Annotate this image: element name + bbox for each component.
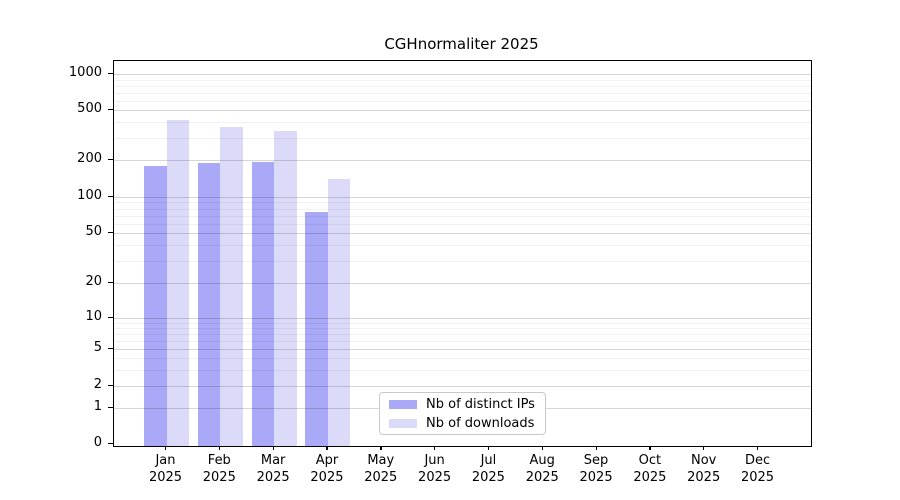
y-tick-label-0: 0 bbox=[93, 435, 102, 450]
plot-area bbox=[113, 60, 812, 447]
legend-label-distinct-ips: Nb of distinct IPs bbox=[426, 396, 535, 412]
y-tick-label-200: 200 bbox=[77, 151, 102, 166]
x-tick-label-may-2025: May 2025 bbox=[364, 453, 398, 485]
legend-item-downloads: Nb of downloads bbox=[389, 416, 536, 431]
x-tick-label-mar-2025: Mar 2025 bbox=[256, 453, 290, 485]
legend-label-downloads: Nb of downloads bbox=[426, 415, 535, 431]
legend: Nb of distinct IPs Nb of downloads bbox=[379, 392, 546, 435]
bar-nb-of-distinct-ips-feb-2025 bbox=[197, 163, 221, 446]
y-tick-label-500: 500 bbox=[77, 101, 102, 117]
y-tick-label-20: 20 bbox=[85, 274, 102, 289]
legend-item-distinct-ips: Nb of distinct IPs bbox=[389, 397, 536, 412]
bar-nb-of-distinct-ips-jan-2025 bbox=[144, 166, 167, 446]
bar-nb-of-downloads-jan-2025 bbox=[166, 119, 189, 446]
chart-title: CGHnormaliter 2025 bbox=[384, 35, 539, 53]
x-tick-label-dec-2025: Dec 2025 bbox=[740, 453, 775, 485]
bars-layer bbox=[114, 61, 811, 446]
bar-nb-of-downloads-feb-2025 bbox=[220, 126, 243, 446]
x-tick-label-jul-2025: Jul 2025 bbox=[471, 453, 505, 485]
bar-nb-of-downloads-apr-2025 bbox=[327, 179, 351, 446]
x-tick-label-apr-2025: Apr 2025 bbox=[310, 453, 344, 485]
x-tick-label-nov-2025: Nov 2025 bbox=[687, 453, 721, 485]
legend-swatch-downloads bbox=[389, 418, 417, 428]
x-tick-label-jun-2025: Jun 2025 bbox=[418, 453, 452, 485]
bar-nb-of-distinct-ips-mar-2025 bbox=[251, 161, 275, 446]
y-tick-label-2: 2 bbox=[93, 377, 102, 392]
y-tick-label-100: 100 bbox=[77, 188, 102, 203]
y-tick-label-10: 10 bbox=[85, 309, 102, 324]
legend-swatch-distinct-ips bbox=[389, 399, 417, 409]
bar-nb-of-downloads-mar-2025 bbox=[274, 131, 297, 446]
x-tick-label-aug-2025: Aug 2025 bbox=[525, 453, 559, 485]
y-tick-label-1: 1 bbox=[93, 399, 102, 414]
x-tick-label-feb-2025: Feb 2025 bbox=[202, 453, 236, 485]
bar-nb-of-distinct-ips-apr-2025 bbox=[305, 211, 328, 446]
x-tick-label-sep-2025: Sep 2025 bbox=[579, 453, 613, 485]
y-tick-label-50: 50 bbox=[85, 224, 102, 239]
y-tick-label-5: 5 bbox=[93, 340, 102, 355]
y-tick-label-1000: 1000 bbox=[68, 65, 102, 80]
x-tick-label-jan-2025: Jan 2025 bbox=[148, 453, 183, 485]
x-tick-label-oct-2025: Oct 2025 bbox=[633, 453, 667, 485]
